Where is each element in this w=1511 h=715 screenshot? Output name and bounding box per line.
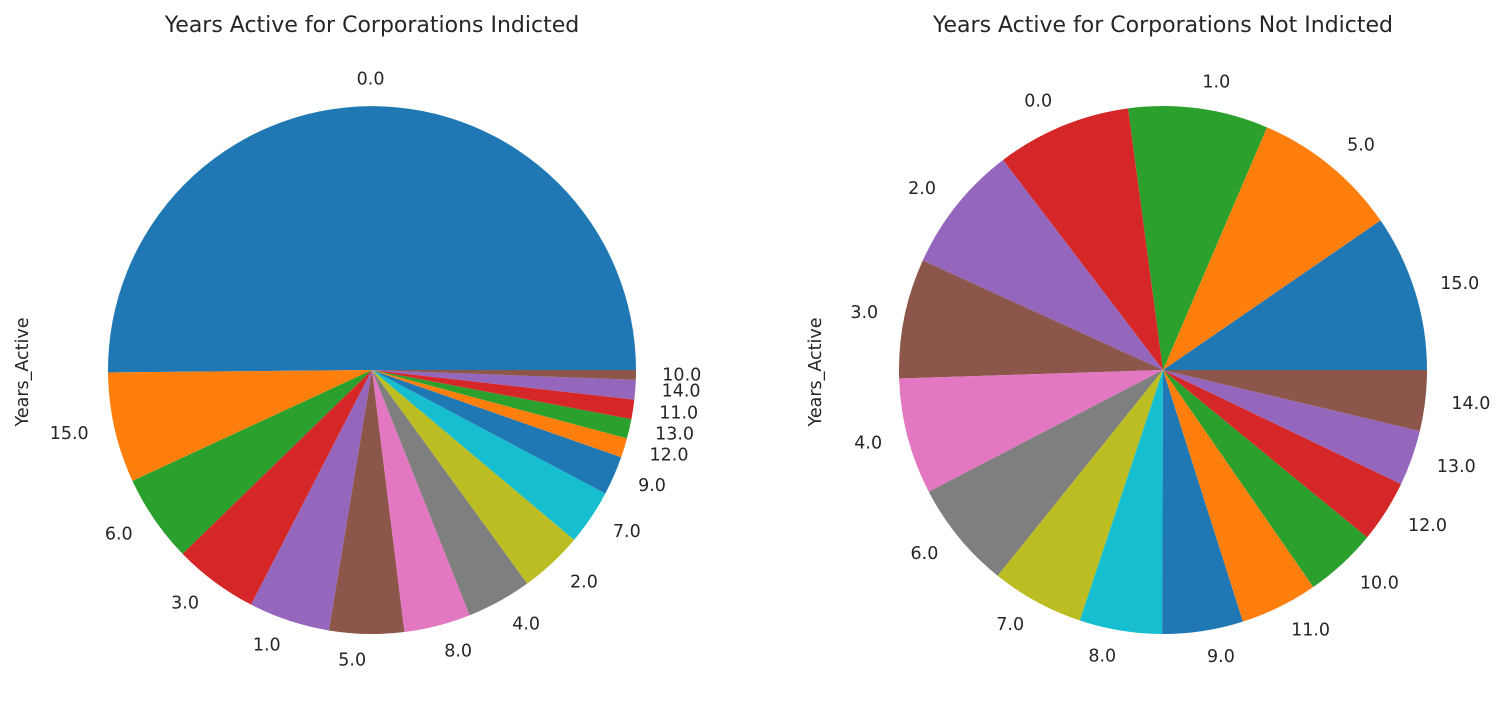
slice-label: 3.0 (171, 593, 199, 613)
chart-title: Years Active for Corporations Indicted (164, 13, 579, 38)
pie-slice-10.0 (1163, 370, 1368, 588)
pie-slice-13.0 (1163, 370, 1420, 485)
pie-slice-8.0 (372, 370, 470, 632)
pie-slice-3.0 (899, 260, 1163, 379)
pie-slices (899, 105, 1427, 635)
y-axis-label: Years_Active (806, 317, 826, 427)
pie-slice-3.0 (182, 370, 372, 605)
pie-slice-4.0 (899, 370, 1163, 492)
slice-label: 11.0 (659, 403, 698, 423)
slice-label: 1.0 (1202, 72, 1230, 92)
chart-title: Years Active for Corporations Not Indict… (932, 13, 1393, 38)
pie-slice-6.0 (132, 370, 372, 554)
pie-slice-2.0 (922, 159, 1163, 370)
slice-label: 8.0 (444, 641, 472, 661)
pie-slice-8.0 (1079, 370, 1163, 634)
slice-label: 5.0 (338, 650, 366, 670)
pie-slice-7.0 (372, 370, 606, 540)
pie-slice-11.0 (372, 370, 635, 420)
pie-slice-6.0 (928, 370, 1163, 576)
pie-slice-11.0 (1163, 370, 1314, 622)
slice-label: 6.0 (105, 525, 133, 545)
pie-slice-15.0 (108, 370, 372, 481)
pie-slice-0.0 (1003, 108, 1163, 370)
pie-slice-2.0 (372, 370, 575, 584)
slice-label: 9.0 (1207, 647, 1235, 667)
slice-label: 12.0 (1408, 516, 1447, 536)
pie-slice-15.0 (1163, 220, 1427, 370)
pie-slice-12.0 (1163, 370, 1402, 538)
slice-label: 9.0 (638, 476, 666, 496)
slice-label: 4.0 (854, 434, 882, 454)
slice-label: 2.0 (570, 572, 598, 592)
slice-label: 14.0 (662, 382, 701, 402)
pie-slice-14.0 (1163, 370, 1427, 432)
pie-slice-10.0 (372, 370, 636, 380)
slice-label: 0.0 (1024, 92, 1052, 112)
pie-chart-not-indicted: Years Active for Corporations Not Indict… (806, 13, 1490, 667)
pie-slice-9.0 (372, 370, 622, 494)
pie-slice-14.0 (372, 370, 636, 400)
slice-label: 12.0 (650, 446, 689, 466)
slice-label: 1.0 (253, 636, 281, 656)
pie-slice-5.0 (1163, 127, 1381, 370)
slice-label: 10.0 (662, 365, 701, 385)
pie-slice-0.0 (108, 106, 636, 373)
slice-label: 2.0 (908, 179, 936, 199)
slice-label: 0.0 (357, 70, 385, 90)
pie-chart-indicted: Years Active for Corporations Indicted Y… (13, 13, 701, 670)
pie-slice-9.0 (1162, 370, 1243, 635)
pie-slice-12.0 (372, 370, 627, 458)
slice-label: 8.0 (1088, 647, 1116, 667)
y-axis-label: Years_Active (13, 317, 33, 427)
slice-label: 15.0 (1440, 274, 1479, 294)
slice-label: 5.0 (1347, 135, 1375, 155)
pie-labels: 15.0 5.0 1.0 0.0 2.0 3.0 4.0 6.0 7.0 8.0 9.0 11.0 10… (850, 72, 1490, 667)
pie-slice-4.0 (372, 370, 528, 616)
slice-label: 4.0 (512, 614, 540, 634)
slice-label: 15.0 (50, 424, 89, 444)
slice-label: 6.0 (911, 544, 939, 564)
pie-slice-1.0 (1128, 105, 1267, 370)
slice-label: 13.0 (655, 425, 694, 445)
pie-slice-7.0 (997, 370, 1163, 621)
slice-label: 11.0 (1291, 621, 1330, 641)
slice-label: 7.0 (996, 615, 1024, 635)
slice-label: 3.0 (850, 303, 878, 323)
pie-labels: 0.0 15.0 6.0 3.0 1.0 5.0 8.0 4.0 2.0 7.0 9.0 12.013… (50, 70, 702, 671)
pie-slice-1.0 (251, 370, 372, 631)
pie-slice-13.0 (372, 370, 632, 439)
pie-slices (108, 106, 636, 635)
slice-label: 13.0 (1437, 457, 1476, 477)
slice-label: 7.0 (613, 522, 641, 542)
slice-label: 14.0 (1451, 394, 1490, 414)
slice-label: 10.0 (1360, 574, 1399, 594)
pie-slice-5.0 (328, 370, 405, 635)
